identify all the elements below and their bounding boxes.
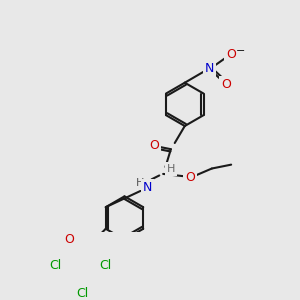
Text: −: − [236, 46, 245, 56]
Text: O: O [64, 233, 74, 246]
Text: N: N [143, 181, 152, 194]
Text: H: H [136, 178, 144, 188]
Text: Cl: Cl [50, 259, 61, 272]
Text: Cl: Cl [100, 259, 112, 272]
Text: O: O [226, 48, 236, 62]
Text: H: H [167, 164, 175, 174]
Text: O: O [185, 171, 195, 184]
Text: O: O [222, 78, 232, 91]
Text: Cl: Cl [76, 287, 89, 300]
Text: O: O [149, 139, 159, 152]
Text: N: N [205, 62, 214, 75]
